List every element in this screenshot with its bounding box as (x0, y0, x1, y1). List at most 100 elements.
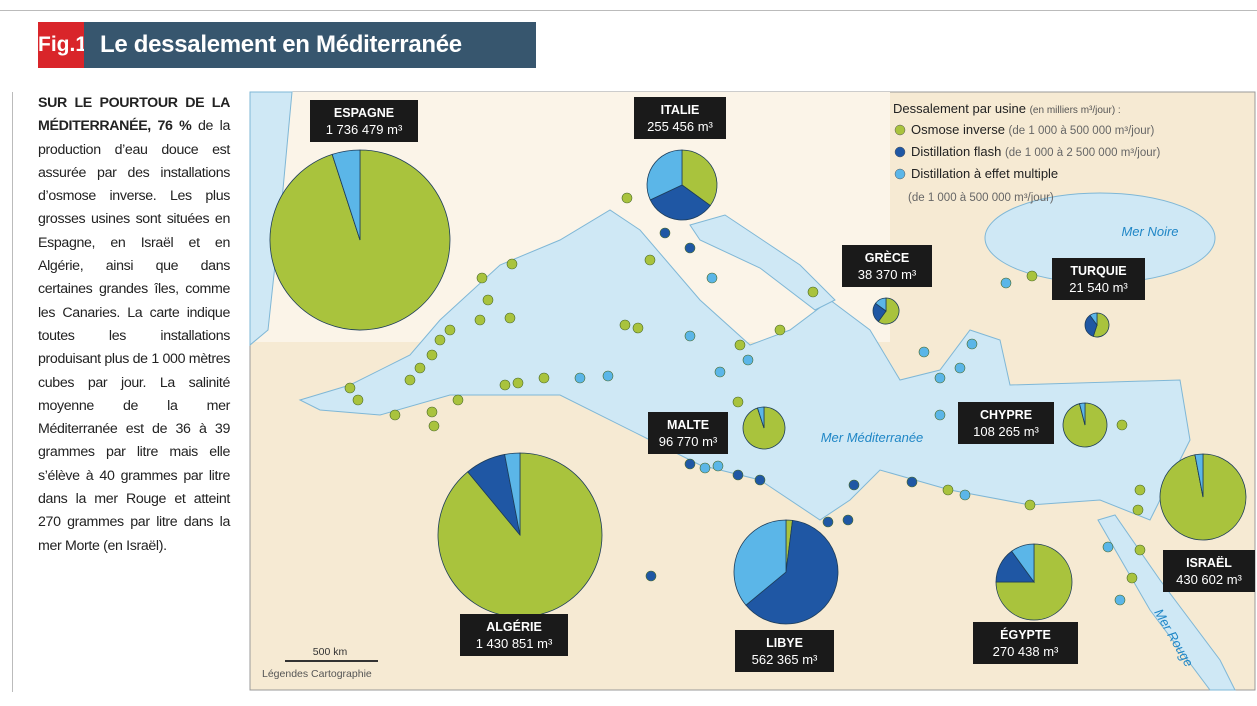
intro-text: SUR LE POURTOUR DE LA MÉDITERRANÉE, 76 %… (38, 92, 230, 558)
country-total: 21 540 m³ (1069, 280, 1128, 295)
label-box (842, 245, 932, 287)
sea-label: Mer Noire (1121, 224, 1178, 239)
country-name: CHYPRE (980, 408, 1032, 422)
country-total: 96 770 m³ (659, 434, 718, 449)
scale-credit: Légendes Cartographie (262, 668, 372, 680)
country-name: GRÈCE (865, 250, 909, 265)
plant (645, 570, 657, 582)
plant (621, 192, 633, 204)
legend-swatch (894, 146, 906, 158)
plant (538, 372, 550, 384)
legend: Dessalement par usine (en milliers m³/jo… (893, 101, 1160, 204)
plant (959, 489, 971, 501)
plant (352, 394, 364, 406)
label-box (460, 614, 568, 656)
country-total: 255 456 m³ (647, 119, 713, 134)
pie-slice (757, 406, 765, 429)
plant (906, 476, 918, 488)
plant (742, 354, 754, 366)
plant (684, 458, 696, 470)
plant (1026, 270, 1038, 282)
pie-slice (681, 149, 718, 207)
plant (842, 514, 854, 526)
plant (499, 379, 511, 391)
legend-swatch (894, 124, 906, 136)
country-total: 1 736 479 m³ (326, 122, 403, 137)
plant (734, 339, 746, 351)
country-name: ÉGYPTE (1000, 627, 1051, 642)
red-sea (1097, 514, 1236, 691)
legend-title-main: Dessalement par usine (893, 101, 1026, 116)
plant (848, 479, 860, 491)
plant (942, 484, 954, 496)
intro-body: de la production d’eau douce est assurée… (38, 118, 231, 554)
label-box (1163, 550, 1255, 592)
country-total: 108 265 m³ (973, 424, 1039, 439)
country-name: ISRAËL (1186, 555, 1232, 570)
country-name: MALTE (667, 418, 709, 432)
plant (474, 314, 486, 326)
pie-slice (733, 519, 787, 606)
pie-slice (331, 149, 361, 241)
plant (732, 396, 744, 408)
legend-item: Distillation flash (de 1 000 à 2 500 000… (911, 144, 1160, 159)
country-total: 38 370 m³ (858, 267, 917, 282)
pie-slice (646, 149, 683, 201)
country-total: 430 602 m³ (1176, 572, 1242, 587)
country-name: ESPAGNE (334, 106, 394, 120)
plant (444, 324, 456, 336)
pie-slice (1084, 314, 1098, 337)
plant (414, 362, 426, 374)
plant (504, 312, 516, 324)
legend-item: Distillation à effet multiple (911, 166, 1058, 181)
legend-range: (de 1 000 à 2 500 000 m³/jour) (1005, 147, 1161, 159)
pie-slice (1079, 402, 1086, 426)
legend-item: Osmose inverse (de 1 000 à 500 000 m³/jo… (911, 122, 1154, 137)
legend-name: Distillation à effet multiple (911, 166, 1058, 181)
plant (714, 366, 726, 378)
pie-slice (649, 184, 711, 221)
legend-name: Distillation flash (911, 144, 1001, 159)
country-name: ITALIE (661, 103, 700, 117)
country-total: 1 430 851 m³ (476, 636, 553, 651)
legend-range: (de 1 000 à 500 000 m³/jour) (908, 192, 1054, 204)
plant (712, 460, 724, 472)
sea-label: Mer Méditerranée (821, 430, 924, 445)
pie-slice (1194, 453, 1204, 498)
pie-slice (874, 297, 887, 312)
plant (602, 370, 614, 382)
pie-slice (1011, 543, 1035, 584)
pie-slice (745, 519, 839, 625)
plant (1126, 572, 1138, 584)
plant (404, 374, 416, 386)
adriatic (689, 214, 836, 311)
plant (619, 319, 631, 331)
top-rule (0, 10, 1257, 11)
label-box (310, 100, 418, 142)
plant (954, 362, 966, 374)
plant (1134, 484, 1146, 496)
country-name: ALGÉRIE (486, 619, 542, 634)
pie-slice (995, 543, 1073, 621)
legend-title: Dessalement par usine (en milliers m³/jo… (893, 101, 1121, 116)
plant (512, 377, 524, 389)
plant (684, 242, 696, 254)
plant (426, 349, 438, 361)
scale-distance: 500 km (313, 646, 348, 658)
plant (918, 346, 930, 358)
label-box (1052, 258, 1145, 300)
figure-title: Le dessalement en Méditerranée (84, 22, 536, 68)
plant (1134, 544, 1146, 556)
legend-swatch (894, 168, 906, 180)
label-box (958, 402, 1054, 444)
plant (428, 420, 440, 432)
plant (822, 516, 834, 528)
legend-unit: (en milliers m³/jour) : (1030, 105, 1121, 116)
plant (389, 409, 401, 421)
label-box (634, 97, 726, 139)
plant (1132, 504, 1144, 516)
plant (934, 372, 946, 384)
legend-range: (de 1 000 à 500 000 m³/jour) (1009, 125, 1155, 137)
plant (1114, 594, 1126, 606)
